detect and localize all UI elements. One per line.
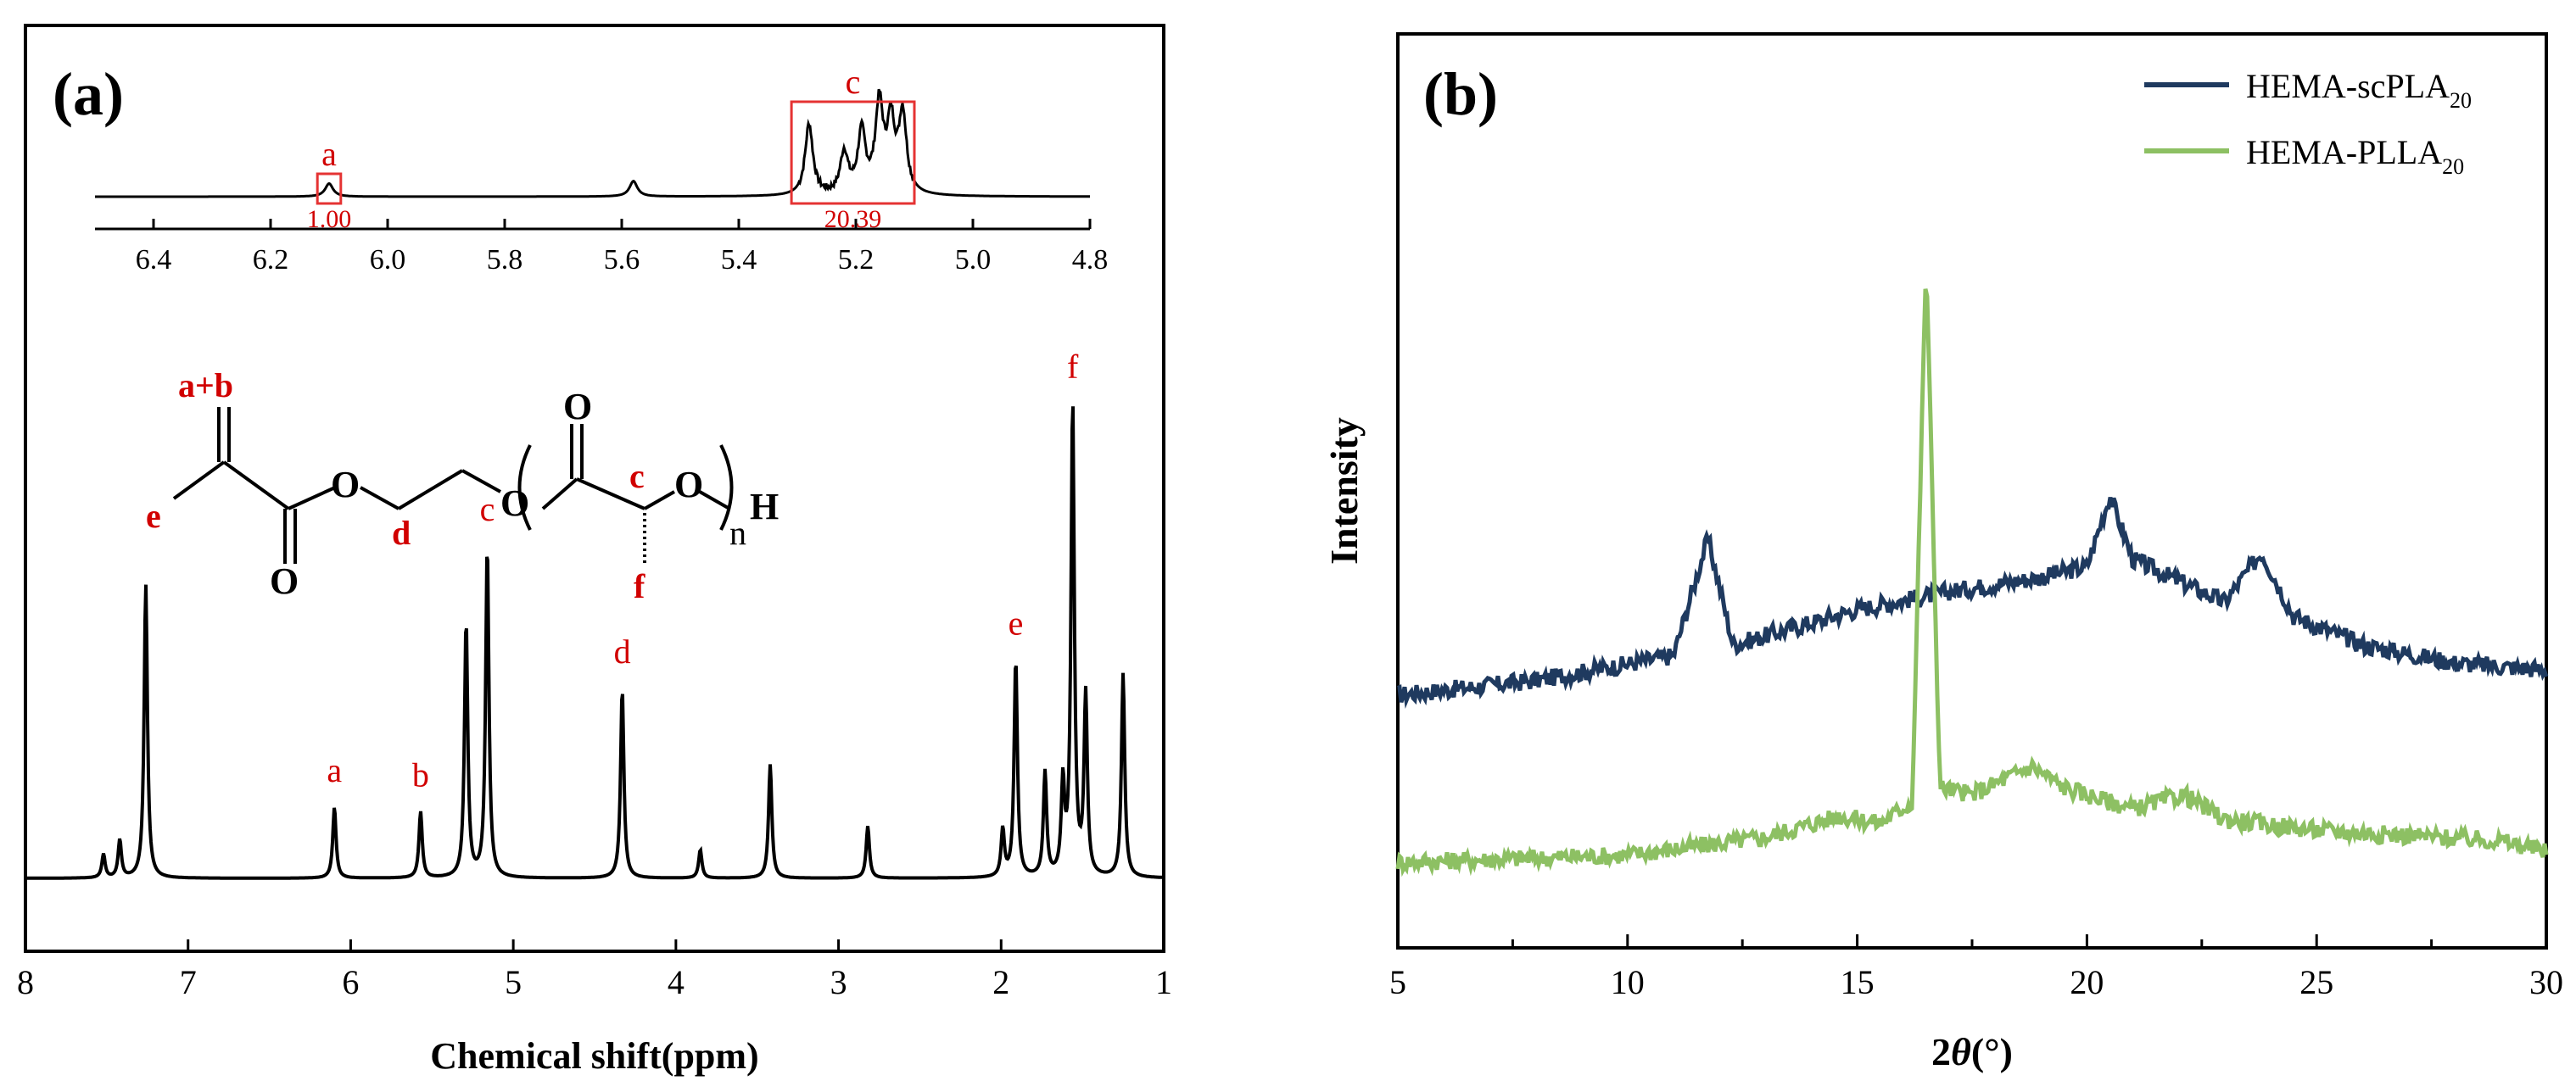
xrd-x-ticks: 5 10 15 20 25 30 [1389,934,2563,1001]
nmr-x-axis-label: Chemical shift(ppm) [430,1035,758,1077]
xrd-y-axis-label: Intensity [1322,417,1366,565]
structure-atom-o4: O [563,386,592,427]
inset-region-box-c [790,100,916,205]
xrd-x-tick-label: 5 [1389,963,1406,1001]
inset-x-tick-label: 6.0 [370,244,406,276]
chemical-structure [172,407,734,564]
inset-x-tick-label: 4.8 [1072,244,1109,276]
structure-atom-o1: O [270,560,299,602]
nmr-plot-frame [24,24,1165,953]
nmr-x-tick-label: 6 [342,963,359,1001]
nmr-peak-labels: a b c d e f [327,348,1079,794]
legend-label-hema-scpla: HEMA-scPLA20 [2246,67,2472,113]
structure-label-d: d [392,514,411,552]
nmr-x-tick-label: 3 [830,963,847,1001]
structure-atom-h: H [750,486,779,527]
nmr-x-tick-label: 2 [992,963,1009,1001]
structure-label-f: f [634,567,645,605]
nmr-panel: (a) 6.4 6.2 6.0 5.8 5.6 5.4 5.2 5.0 4.8 a 1.00 c 20… [17,24,1172,1077]
inset-region-label-a: a [321,135,337,173]
inset-region-box-a [316,172,343,205]
nmr-peak-label-f: f [1067,348,1079,386]
xrd-x-tick-label: 10 [1611,963,1645,1001]
nmr-x-ticks: 8 7 6 5 4 3 2 1 [17,939,1172,1001]
nmr-peak-label-a: a [327,751,342,789]
xrd-series-line-hema-plla [1395,288,2549,878]
nmr-peak-label-b: b [412,756,429,794]
xrd-x-tick-label: 25 [2299,963,2333,1001]
inset-integration-regions: a 1.00 c 20.39 [307,63,916,233]
inset-integral-value-c: 20.39 [824,205,882,233]
nmr-x-tick-label: 8 [17,963,34,1001]
panel-a-label: (a) [53,60,124,128]
inset-x-tick-label: 5.4 [721,244,757,276]
nmr-x-tick-label: 4 [668,963,685,1001]
panel-b-label: (b) [1423,60,1498,128]
structure-labels: a+b e d c f O O O O O n H [146,366,779,605]
legend-label-hema-plla: HEMA-PLLA20 [2246,133,2464,179]
structure-label-e: e [146,497,161,535]
xrd-legend: HEMA-scPLA20 HEMA-PLLA20 [2144,67,2472,179]
nmr-x-tick-label: 7 [180,963,197,1001]
inset-x-tick-label: 5.6 [604,244,640,276]
structure-atom-o3: O [500,482,529,524]
xrd-panel: (b) Intensity HEMA-scPLA20 HEMA-PLLA20 5… [1322,32,2563,1073]
inset-x-tick-label: 5.2 [838,244,874,276]
structure-subscript-n: n [729,514,746,552]
nmr-peak-label-d: d [614,632,631,671]
structure-label-c: c [629,457,645,495]
nmr-x-tick-label: 5 [505,963,522,1001]
inset-x-tick-label: 5.0 [955,244,992,276]
structure-atom-o2: O [331,464,360,505]
xrd-series-line-hema-scpla [1397,497,2549,709]
xrd-x-tick-label: 20 [2070,963,2104,1001]
nmr-peak-label-c: c [480,490,495,528]
xrd-x-tick-label: 30 [2529,963,2563,1001]
inset-region-label-c: c [846,63,861,101]
inset-ticks: 6.4 6.2 6.0 5.8 5.6 5.4 5.2 5.0 4.8 [136,219,1109,276]
inset-x-tick-label: 6.4 [136,244,172,276]
nmr-x-tick-label: 1 [1155,963,1172,1001]
inset-x-tick-label: 5.8 [487,244,523,276]
structure-label-ab: a+b [178,366,233,404]
xrd-x-tick-label: 15 [1841,963,1875,1001]
xrd-x-axis-label: 2θ(°) [1931,1030,2013,1073]
inset-x-tick-label: 6.2 [253,244,289,276]
structure-atom-o5: O [674,464,703,505]
nmr-inset: 6.4 6.2 6.0 5.8 5.6 5.4 5.2 5.0 4.8 a 1.00 c 20.39 [95,63,1108,276]
inset-spectrum-line [95,88,1090,198]
nmr-spectrum-line [25,406,1164,880]
inset-integral-value-a: 1.00 [307,205,352,233]
nmr-peak-label-e: e [1009,604,1024,642]
